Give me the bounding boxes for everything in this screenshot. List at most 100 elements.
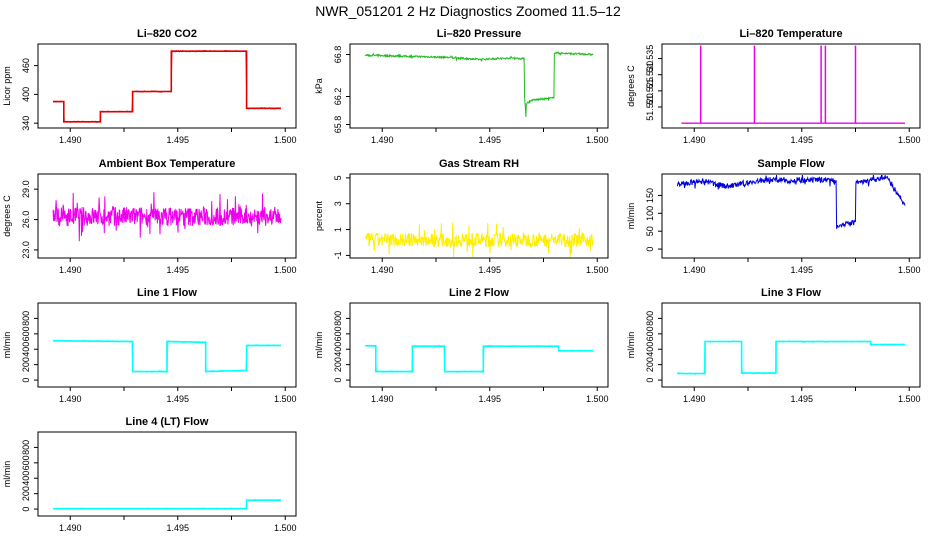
panel-9: Line 4 (LT) Flow ml/min 1.490 1.495 1.500 0 20… [2,416,297,533]
y-tick-label: 66.2 [333,88,343,106]
y-tick-label: 340 [21,116,31,131]
plot-frame [349,302,609,388]
y-axis-label: ml/min [314,332,324,359]
plot-frame [37,173,297,259]
plot-frame [37,431,297,517]
series-line [364,51,594,118]
y-tick-label: 3 [333,201,343,206]
panel-6: Line 1 Flow ml/min 1.490 1.495 1.500 0 2004006… [2,287,297,404]
x-tick-label: 1.495 [790,394,813,404]
panel-title: Line 4 (LT) Flow [126,416,209,428]
y-tick-label: 51.525 [645,77,655,105]
y-tick-label: 600 [21,326,31,341]
y-tick-label: 0 [645,378,655,383]
x-tick-label: 1.495 [790,135,813,145]
x-tick-label: 1.495 [166,135,189,145]
y-tick-label: 51.520 [645,93,655,121]
y-tick-label: 400 [21,87,31,102]
x-tick-label: 1.495 [478,394,501,404]
x-tick-label: 1.500 [898,135,921,145]
y-tick-label: 800 [21,311,31,326]
y-axis-label: degrees C [2,195,12,237]
x-tick-label: 1.490 [371,135,394,145]
plot-frame [661,43,921,129]
y-tick-label: 26.0 [21,211,31,229]
x-tick-label: 1.500 [274,135,297,145]
panel-4: Gas Stream RH percent 1.490 1.495 1.500 -1 1 3 5 [314,158,609,275]
x-tick-label: 1.500 [274,265,297,275]
y-tick-label: 400 [21,471,31,486]
plot-frame [37,43,297,129]
y-tick-label: 200 [333,357,343,372]
series-line [677,340,905,375]
x-tick-label: 1.500 [274,523,297,533]
x-tick-label: 1.500 [898,394,921,404]
x-tick-label: 1.500 [586,394,609,404]
x-tick-label: 1.495 [166,394,189,404]
y-tick-label: 0 [645,247,655,252]
y-axis-label: ml/min [626,203,636,230]
y-tick-label: 200 [21,357,31,372]
panel-2: Li–820 Temperature degrees C 1.490 1.495 1.5… [626,28,921,145]
y-tick-label: 600 [645,326,655,341]
x-tick-label: 1.495 [790,265,813,275]
x-tick-label: 1.495 [478,135,501,145]
x-tick-label: 1.495 [166,523,189,533]
x-tick-label: 1.490 [59,523,82,533]
y-axis-label: degrees C [626,65,636,107]
x-tick-label: 1.500 [898,265,921,275]
y-axis-label: ml/min [2,332,12,359]
y-axis-label: ml/min [626,332,636,359]
y-tick-label: 51.530 [645,61,655,89]
y-tick-label: 5 [333,175,343,180]
y-tick-label: 150 [645,188,655,203]
x-tick-label: 1.490 [683,394,706,404]
plot-frame [37,302,297,388]
series-noise [52,339,282,374]
x-tick-label: 1.490 [371,394,394,404]
y-tick-label: 66.8 [333,46,343,64]
plot-frame [661,173,921,259]
x-tick-label: 1.490 [683,265,706,275]
series-line [676,175,906,230]
x-tick-label: 1.500 [586,135,609,145]
main-title: NWR_051201 2 Hz Diagnostics Zoomed 11.5–… [315,3,621,19]
series-noise [52,498,282,511]
y-axis-label: kPa [314,78,324,94]
y-tick-label: 800 [645,311,655,326]
panel-1: Li–820 Pressure kPa 1.490 1.495 1.500 65.8 66.… [314,28,609,145]
panel-7: Line 2 Flow ml/min 1.490 1.495 1.500 0 2004006… [314,287,609,404]
x-tick-label: 1.490 [59,265,82,275]
panel-title: Li–820 CO2 [137,28,197,40]
series-line [53,50,281,123]
y-tick-label: 600 [333,326,343,341]
y-tick-label: 0 [21,507,31,512]
y-tick-label: 0 [333,378,343,383]
y-tick-label: 23.0 [21,241,31,259]
y-tick-label: 65.8 [333,116,343,134]
x-tick-label: 1.500 [274,394,297,404]
y-tick-label: 29.0 [21,180,31,198]
y-tick-label: 800 [333,311,343,326]
x-tick-label: 1.490 [59,394,82,404]
x-tick-label: 1.495 [478,265,501,275]
series-line [52,192,282,242]
x-tick-label: 1.490 [59,135,82,145]
plot-frame [661,302,921,388]
y-tick-label: 51.535 [645,45,655,73]
y-tick-label: 50 [645,226,655,236]
panel-0: Li–820 CO2 Licor ppm 1.490 1.495 1.500 340 400… [2,28,297,145]
panel-title: Li–820 Temperature [739,28,842,40]
y-tick-label: 0 [21,378,31,383]
x-tick-label: 1.495 [166,265,189,275]
y-tick-label: -1 [333,251,343,259]
panel-title: Line 3 Flow [761,287,821,299]
panel-5: Sample Flow ml/min 1.490 1.495 1.500 0 50 100 15… [626,158,921,275]
y-tick-label: 400 [645,342,655,357]
panel-title: Gas Stream RH [439,158,519,170]
panel-8: Line 3 Flow ml/min 1.490 1.495 1.500 0 2004006… [626,287,921,404]
y-tick-label: 460 [21,58,31,73]
y-tick-label: 1 [333,227,343,232]
panel-title: Li–820 Pressure [437,28,521,40]
